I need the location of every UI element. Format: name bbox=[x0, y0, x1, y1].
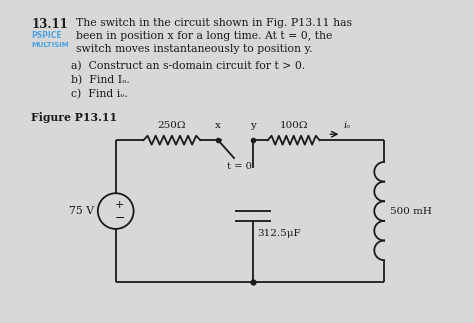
Text: x: x bbox=[215, 121, 221, 130]
Text: 13.11: 13.11 bbox=[31, 18, 68, 31]
Text: +: + bbox=[115, 200, 124, 210]
Text: been in position x for a long time. At t = 0, the: been in position x for a long time. At t… bbox=[76, 31, 332, 41]
Text: b)  Find Iₒ.: b) Find Iₒ. bbox=[71, 75, 130, 85]
Text: c)  Find iₒ.: c) Find iₒ. bbox=[71, 89, 128, 99]
Text: iₒ: iₒ bbox=[343, 121, 350, 130]
Text: 250Ω: 250Ω bbox=[158, 121, 186, 130]
Text: a)  Construct an s-domain circuit for t > 0.: a) Construct an s-domain circuit for t >… bbox=[71, 61, 305, 71]
Text: −: − bbox=[114, 212, 125, 224]
Text: The switch in the circuit shown in Fig. P13.11 has: The switch in the circuit shown in Fig. … bbox=[76, 18, 352, 28]
Text: y: y bbox=[250, 121, 256, 130]
Text: 75 V: 75 V bbox=[69, 206, 94, 216]
Text: 500 mH: 500 mH bbox=[390, 207, 432, 215]
Text: 100Ω: 100Ω bbox=[279, 121, 308, 130]
Text: PSPICE: PSPICE bbox=[31, 31, 62, 40]
Text: t = 0: t = 0 bbox=[227, 162, 252, 171]
Text: Figure P13.11: Figure P13.11 bbox=[31, 112, 118, 123]
Text: switch moves instantaneously to position y.: switch moves instantaneously to position… bbox=[76, 44, 312, 54]
Text: MULTISIM: MULTISIM bbox=[31, 42, 69, 48]
Text: 312.5μF: 312.5μF bbox=[257, 229, 301, 238]
